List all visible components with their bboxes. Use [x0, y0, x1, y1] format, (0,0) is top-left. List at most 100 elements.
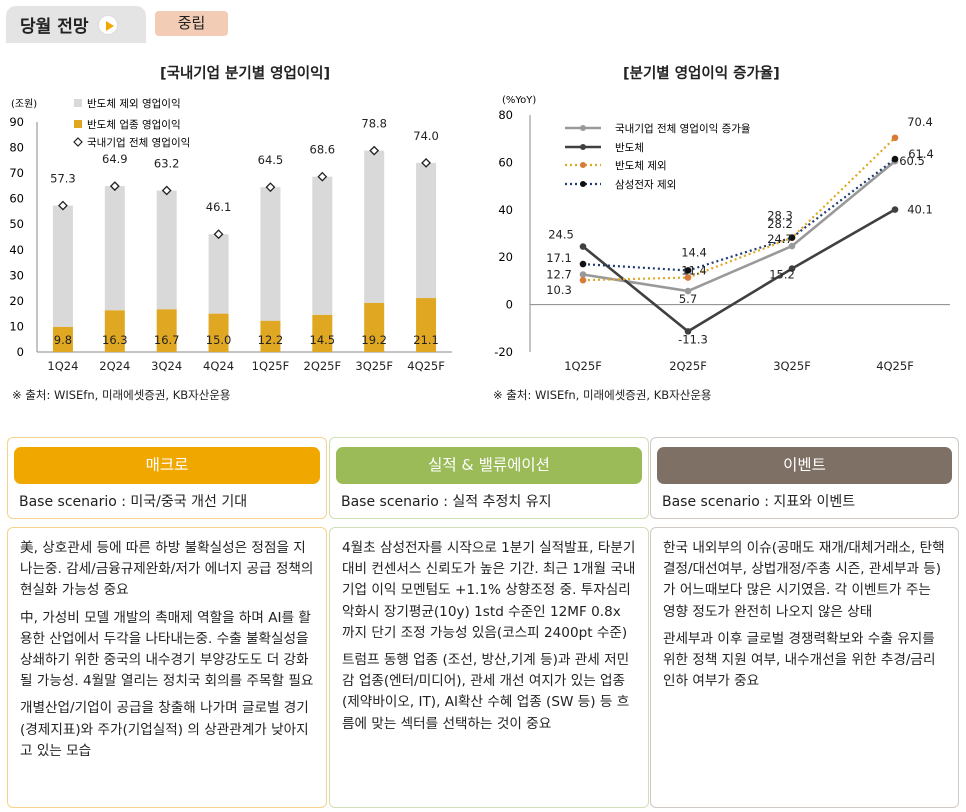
line-chart-title: [분기별 영업이익 증가율] — [623, 66, 780, 82]
bar-semiconductor-label: 15.0 — [206, 333, 232, 347]
bar-chart-title: [국내기업 분기별 영업이익] — [160, 66, 331, 82]
y-tick-label: 10 — [9, 319, 24, 333]
total-value-label: 64.5 — [258, 153, 284, 167]
y-tick-label: 0 — [17, 345, 24, 359]
legend-label: 반도체 제외 영업이익 — [87, 97, 181, 110]
data-label: -11.3 — [678, 332, 708, 346]
data-label: 28.3 — [767, 209, 793, 223]
x-tick-label: 2Q24 — [99, 359, 130, 373]
total-value-label: 57.3 — [50, 172, 76, 186]
series-point — [788, 242, 796, 250]
bar-semiconductor-label: 21.1 — [413, 333, 439, 347]
series-point — [891, 206, 899, 213]
y-tick-label: 60 — [498, 155, 513, 169]
play-icon[interactable] — [98, 14, 119, 35]
earnings-paragraph: 트럼프 동행 업종 (조선, 방산,기계 등)과 관세 저민감 업종(엔터/미디… — [342, 652, 630, 732]
bar-semi-excluded — [156, 190, 177, 310]
series-point — [579, 260, 587, 268]
series-line — [582, 208, 896, 333]
series-point — [579, 271, 587, 278]
y-axis-unit: (%YoY) — [502, 95, 536, 106]
data-label: 28.2 — [767, 217, 793, 231]
bar-semiconductor — [104, 310, 125, 352]
data-label: 11.4 — [681, 264, 707, 278]
data-label: 17.1 — [546, 251, 572, 265]
series-line — [582, 158, 896, 272]
series-point — [684, 287, 692, 295]
bar-semiconductor-label: 9.8 — [54, 333, 72, 347]
y-axis-unit: (조원) — [11, 98, 37, 110]
y-tick-label: 40 — [9, 243, 24, 257]
macro-paragraph: 美, 상호관세 등에 따른 하방 불확실성은 정점을 지나는중. 감세/금융규제… — [20, 540, 314, 599]
legend-swatch-point — [580, 181, 586, 187]
y-tick-label: 40 — [498, 203, 513, 217]
macro-paragraph: 개별산업/기업이 공급을 창출해 나가며 글로벌 경기(경제지표)와 주가(기업… — [20, 700, 309, 759]
data-label: 40.1 — [907, 203, 933, 217]
legend-label: 반도체 제외 — [615, 160, 667, 172]
total-marker — [213, 229, 224, 240]
series-line — [582, 160, 896, 293]
bar-semiconductor-label: 16.7 — [154, 333, 180, 347]
total-value-label: 78.8 — [361, 117, 387, 131]
earnings-label: 실적 & 밸류에이션 — [336, 447, 642, 484]
legend-label: 국내기업 전체 영업이익 — [87, 136, 190, 149]
series-point — [579, 243, 587, 250]
y-tick-label: 80 — [9, 141, 24, 155]
total-value-label: 68.6 — [310, 143, 336, 157]
series-point — [788, 234, 796, 241]
total-marker — [265, 182, 276, 193]
bar-semiconductor — [260, 320, 281, 352]
outlook-badge: 중립 — [155, 11, 228, 36]
y-tick-label: 60 — [9, 192, 24, 206]
line-chart: (%YoY) -20 0 20 40 60 80 1Q25F 2Q25F 3Q25F 4Q25F 12… — [494, 95, 950, 373]
events-body: 한국 내외부의 이슈(공매도 재개/대체거래소, 탄핵결정/대선여부, 상법개정… — [650, 527, 959, 808]
macro-label: 매크로 — [14, 447, 320, 484]
x-tick-label: 4Q25F — [876, 359, 914, 373]
macro-scenario: Base scenario : 미국/중국 개선 기대 — [19, 494, 248, 510]
header-tab: 당월 전망 — [6, 6, 146, 43]
bar-semi-excluded — [104, 186, 125, 311]
events-scenario: Base scenario : 지표와 이벤트 — [662, 494, 856, 510]
total-marker — [109, 181, 120, 192]
bar-chart: (조원) 0 10 20 30 40 50 60 70 80 90 9.8 57.3 1Q24 16.3 64… — [9, 97, 452, 373]
data-label: 24.7 — [767, 232, 793, 246]
bar-semiconductor — [208, 313, 229, 352]
legend-label: 국내기업 전체 영업이익 증가율 — [615, 122, 751, 135]
series-line — [582, 136, 896, 282]
x-tick-label: 2Q25F — [669, 359, 707, 373]
events-paragraph: 관세부과 이후 글로벌 경쟁력확보와 수출 유지를 위한 정책 지원 여부, 내… — [663, 630, 936, 690]
bar-semiconductor-label: 12.2 — [258, 333, 284, 347]
data-label: 10.3 — [546, 283, 572, 297]
bar-semiconductor — [364, 302, 385, 352]
bar-semiconductor — [312, 314, 333, 352]
bar-semi-excluded — [364, 150, 385, 303]
earnings-body: 4월초 삼성전자를 시작으로 1분기 실적발표, 타분기 대비 컨센서스 신뢰도… — [329, 527, 649, 808]
x-tick-label: 3Q25F — [773, 359, 811, 373]
total-value-label: 74.0 — [413, 129, 439, 143]
bar-semi-excluded — [260, 187, 281, 321]
data-label: 61.4 — [908, 147, 934, 161]
total-marker — [421, 157, 431, 168]
y-tick-label: 30 — [9, 268, 24, 282]
earnings-paragraph: 4월초 삼성전자를 시작으로 1분기 실적발표, 타분기 대비 컨센서스 신뢰도… — [342, 540, 636, 641]
legend-swatch-total — [73, 137, 83, 147]
legend-swatch-semi-excluded — [74, 99, 82, 107]
macro-body: 美, 상호관세 등에 따른 하방 불확실성은 정점을 지나는중. 감세/금융규제… — [7, 527, 327, 808]
bar-semiconductor-label: 14.5 — [310, 333, 336, 347]
earnings-scenario: Base scenario : 실적 추정치 유지 — [341, 494, 552, 510]
legend-swatch-point — [580, 125, 586, 131]
x-tick-label: 4Q25F — [407, 359, 445, 373]
total-marker — [317, 171, 328, 182]
total-value-label: 64.9 — [102, 152, 128, 166]
bar-semiconductor — [156, 309, 177, 352]
x-tick-label: 4Q24 — [203, 359, 234, 373]
x-tick-label: 3Q25F — [355, 359, 393, 373]
series-point — [579, 276, 587, 284]
x-tick-label: 1Q25F — [252, 359, 290, 373]
total-marker — [161, 185, 172, 196]
legend-label: 반도체 업종 영업이익 — [87, 118, 181, 131]
page-title: 당월 전망 — [20, 17, 89, 37]
series-point — [684, 328, 692, 335]
data-label: 5.7 — [679, 292, 697, 306]
line-chart-source: ※ 출처: WISEfn, 미래에셋증권, KB자산운용 — [493, 388, 712, 402]
